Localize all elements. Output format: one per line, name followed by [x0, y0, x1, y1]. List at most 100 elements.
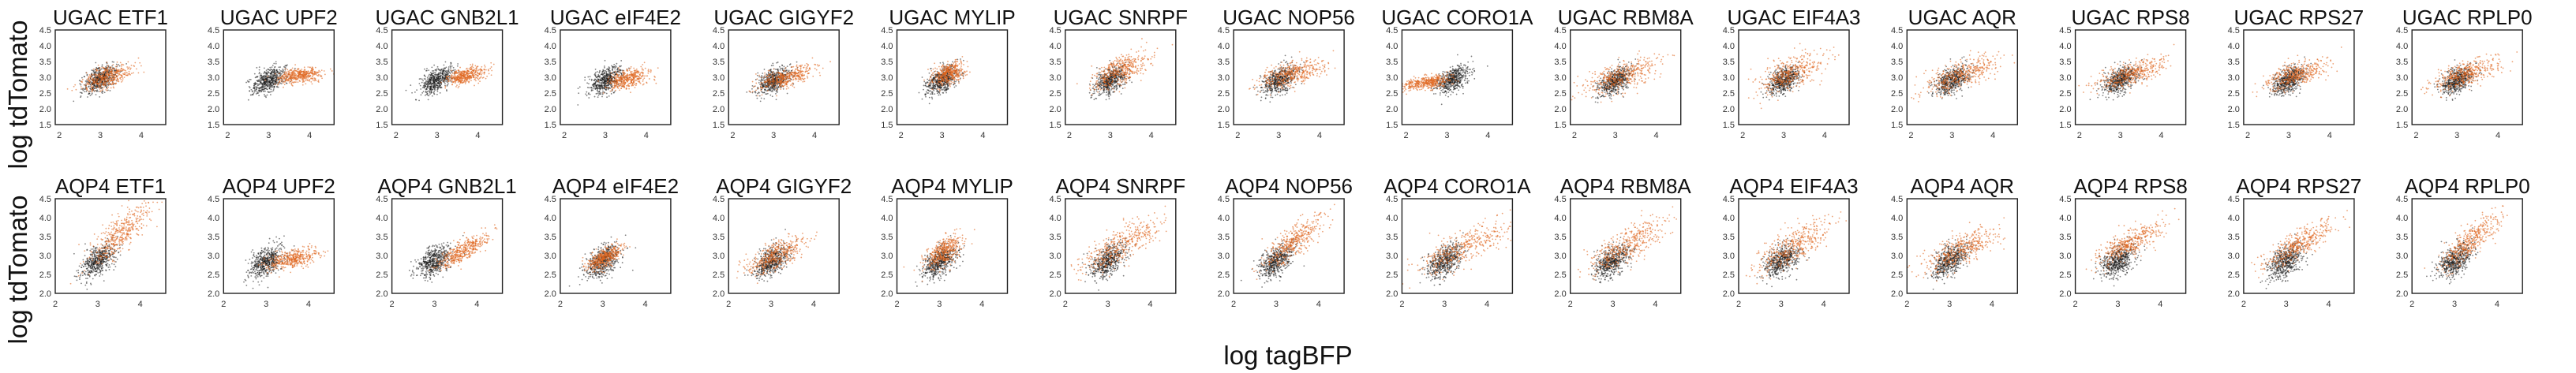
- perturbed-point: [91, 84, 92, 85]
- perturbed-point: [611, 79, 613, 81]
- perturbed-point: [789, 74, 791, 76]
- control-point: [115, 63, 118, 65]
- perturbed-point: [638, 81, 641, 84]
- control-point: [769, 87, 772, 89]
- control-point: [260, 76, 263, 78]
- y-tick-label: 4.0: [376, 42, 388, 51]
- control-point: [942, 88, 944, 91]
- control-point: [938, 92, 941, 94]
- perturbed-point: [771, 76, 773, 78]
- control-point: [271, 69, 274, 71]
- perturbed-point: [768, 84, 770, 87]
- control-point: [421, 81, 423, 84]
- perturbed-point: [94, 77, 96, 80]
- perturbed-point: [766, 80, 767, 82]
- perturbed-point: [125, 69, 127, 72]
- control-point: [433, 78, 435, 80]
- perturbed-point: [119, 76, 122, 79]
- perturbed-point: [632, 76, 635, 78]
- perturbed-point: [88, 84, 90, 85]
- perturbed-point: [607, 80, 609, 83]
- perturbed-point: [291, 74, 294, 76]
- perturbed-point: [643, 62, 646, 64]
- perturbed-point: [103, 83, 105, 85]
- perturbed-point: [638, 76, 640, 78]
- perturbed-point: [776, 80, 778, 82]
- control-point: [444, 71, 447, 73]
- control-point: [598, 72, 601, 74]
- perturbed-point: [632, 84, 635, 87]
- perturbed-point: [612, 86, 615, 88]
- control-point: [605, 75, 607, 77]
- control-point: [596, 71, 598, 73]
- perturbed-point: [473, 76, 475, 79]
- perturbed-point: [806, 67, 808, 69]
- control-point: [279, 72, 281, 74]
- perturbed-point: [807, 76, 809, 79]
- perturbed-point: [305, 72, 307, 73]
- perturbed-point: [787, 73, 789, 75]
- x-tick-label: 3: [435, 131, 440, 140]
- control-point: [755, 95, 758, 97]
- control-point: [258, 71, 260, 73]
- perturbed-point: [615, 89, 616, 91]
- control-point: [436, 69, 437, 72]
- control-point: [263, 88, 265, 90]
- control-point: [594, 76, 597, 78]
- control-point: [589, 93, 591, 95]
- control-point: [249, 94, 252, 96]
- control-point: [416, 89, 417, 91]
- control-point: [432, 76, 435, 77]
- control-point: [760, 80, 762, 82]
- perturbed-point: [447, 80, 450, 83]
- perturbed-point: [310, 77, 312, 80]
- perturbed-point: [622, 69, 624, 72]
- control-point: [260, 73, 262, 75]
- y-tick-label: 1.5: [545, 121, 556, 130]
- control-point: [601, 77, 603, 80]
- control-point: [440, 74, 442, 76]
- control-point: [255, 93, 257, 95]
- control-point: [612, 65, 614, 68]
- perturbed-point: [287, 77, 290, 80]
- y-tick-label: 3.5: [376, 58, 388, 67]
- perturbed-point: [773, 76, 775, 79]
- perturbed-point: [98, 86, 100, 88]
- perturbed-point: [122, 69, 124, 72]
- control-point: [253, 91, 256, 93]
- perturbed-point: [777, 78, 779, 80]
- perturbed-point: [450, 76, 451, 79]
- perturbed-point: [780, 74, 781, 76]
- perturbed-point: [803, 77, 806, 80]
- y-tick-label: 3.0: [208, 73, 219, 83]
- perturbed-point: [283, 84, 286, 86]
- perturbed-point: [116, 65, 118, 67]
- control-point: [281, 73, 283, 75]
- control-point: [452, 69, 455, 72]
- control-point: [440, 87, 443, 88]
- y-tick-label: 4.5: [39, 26, 51, 35]
- control-point: [775, 93, 777, 95]
- perturbed-point: [282, 82, 284, 84]
- control-point: [411, 91, 413, 94]
- control-point: [284, 66, 286, 69]
- control-point: [431, 73, 432, 75]
- control-point: [960, 58, 961, 60]
- perturbed-point: [642, 83, 645, 85]
- perturbed-point: [309, 66, 311, 69]
- control-point: [428, 81, 430, 84]
- perturbed-point: [124, 73, 125, 76]
- control-point: [597, 96, 599, 99]
- control-point: [262, 75, 264, 77]
- control-point: [84, 76, 85, 78]
- perturbed-point: [791, 73, 793, 76]
- control-point: [786, 69, 788, 72]
- control-point: [439, 91, 441, 94]
- perturbed-point: [609, 78, 612, 80]
- control-point: [603, 73, 605, 75]
- perturbed-point: [779, 86, 781, 88]
- control-point: [751, 84, 754, 87]
- control-point: [405, 89, 407, 91]
- perturbed-point: [89, 79, 92, 81]
- control-point: [279, 69, 281, 71]
